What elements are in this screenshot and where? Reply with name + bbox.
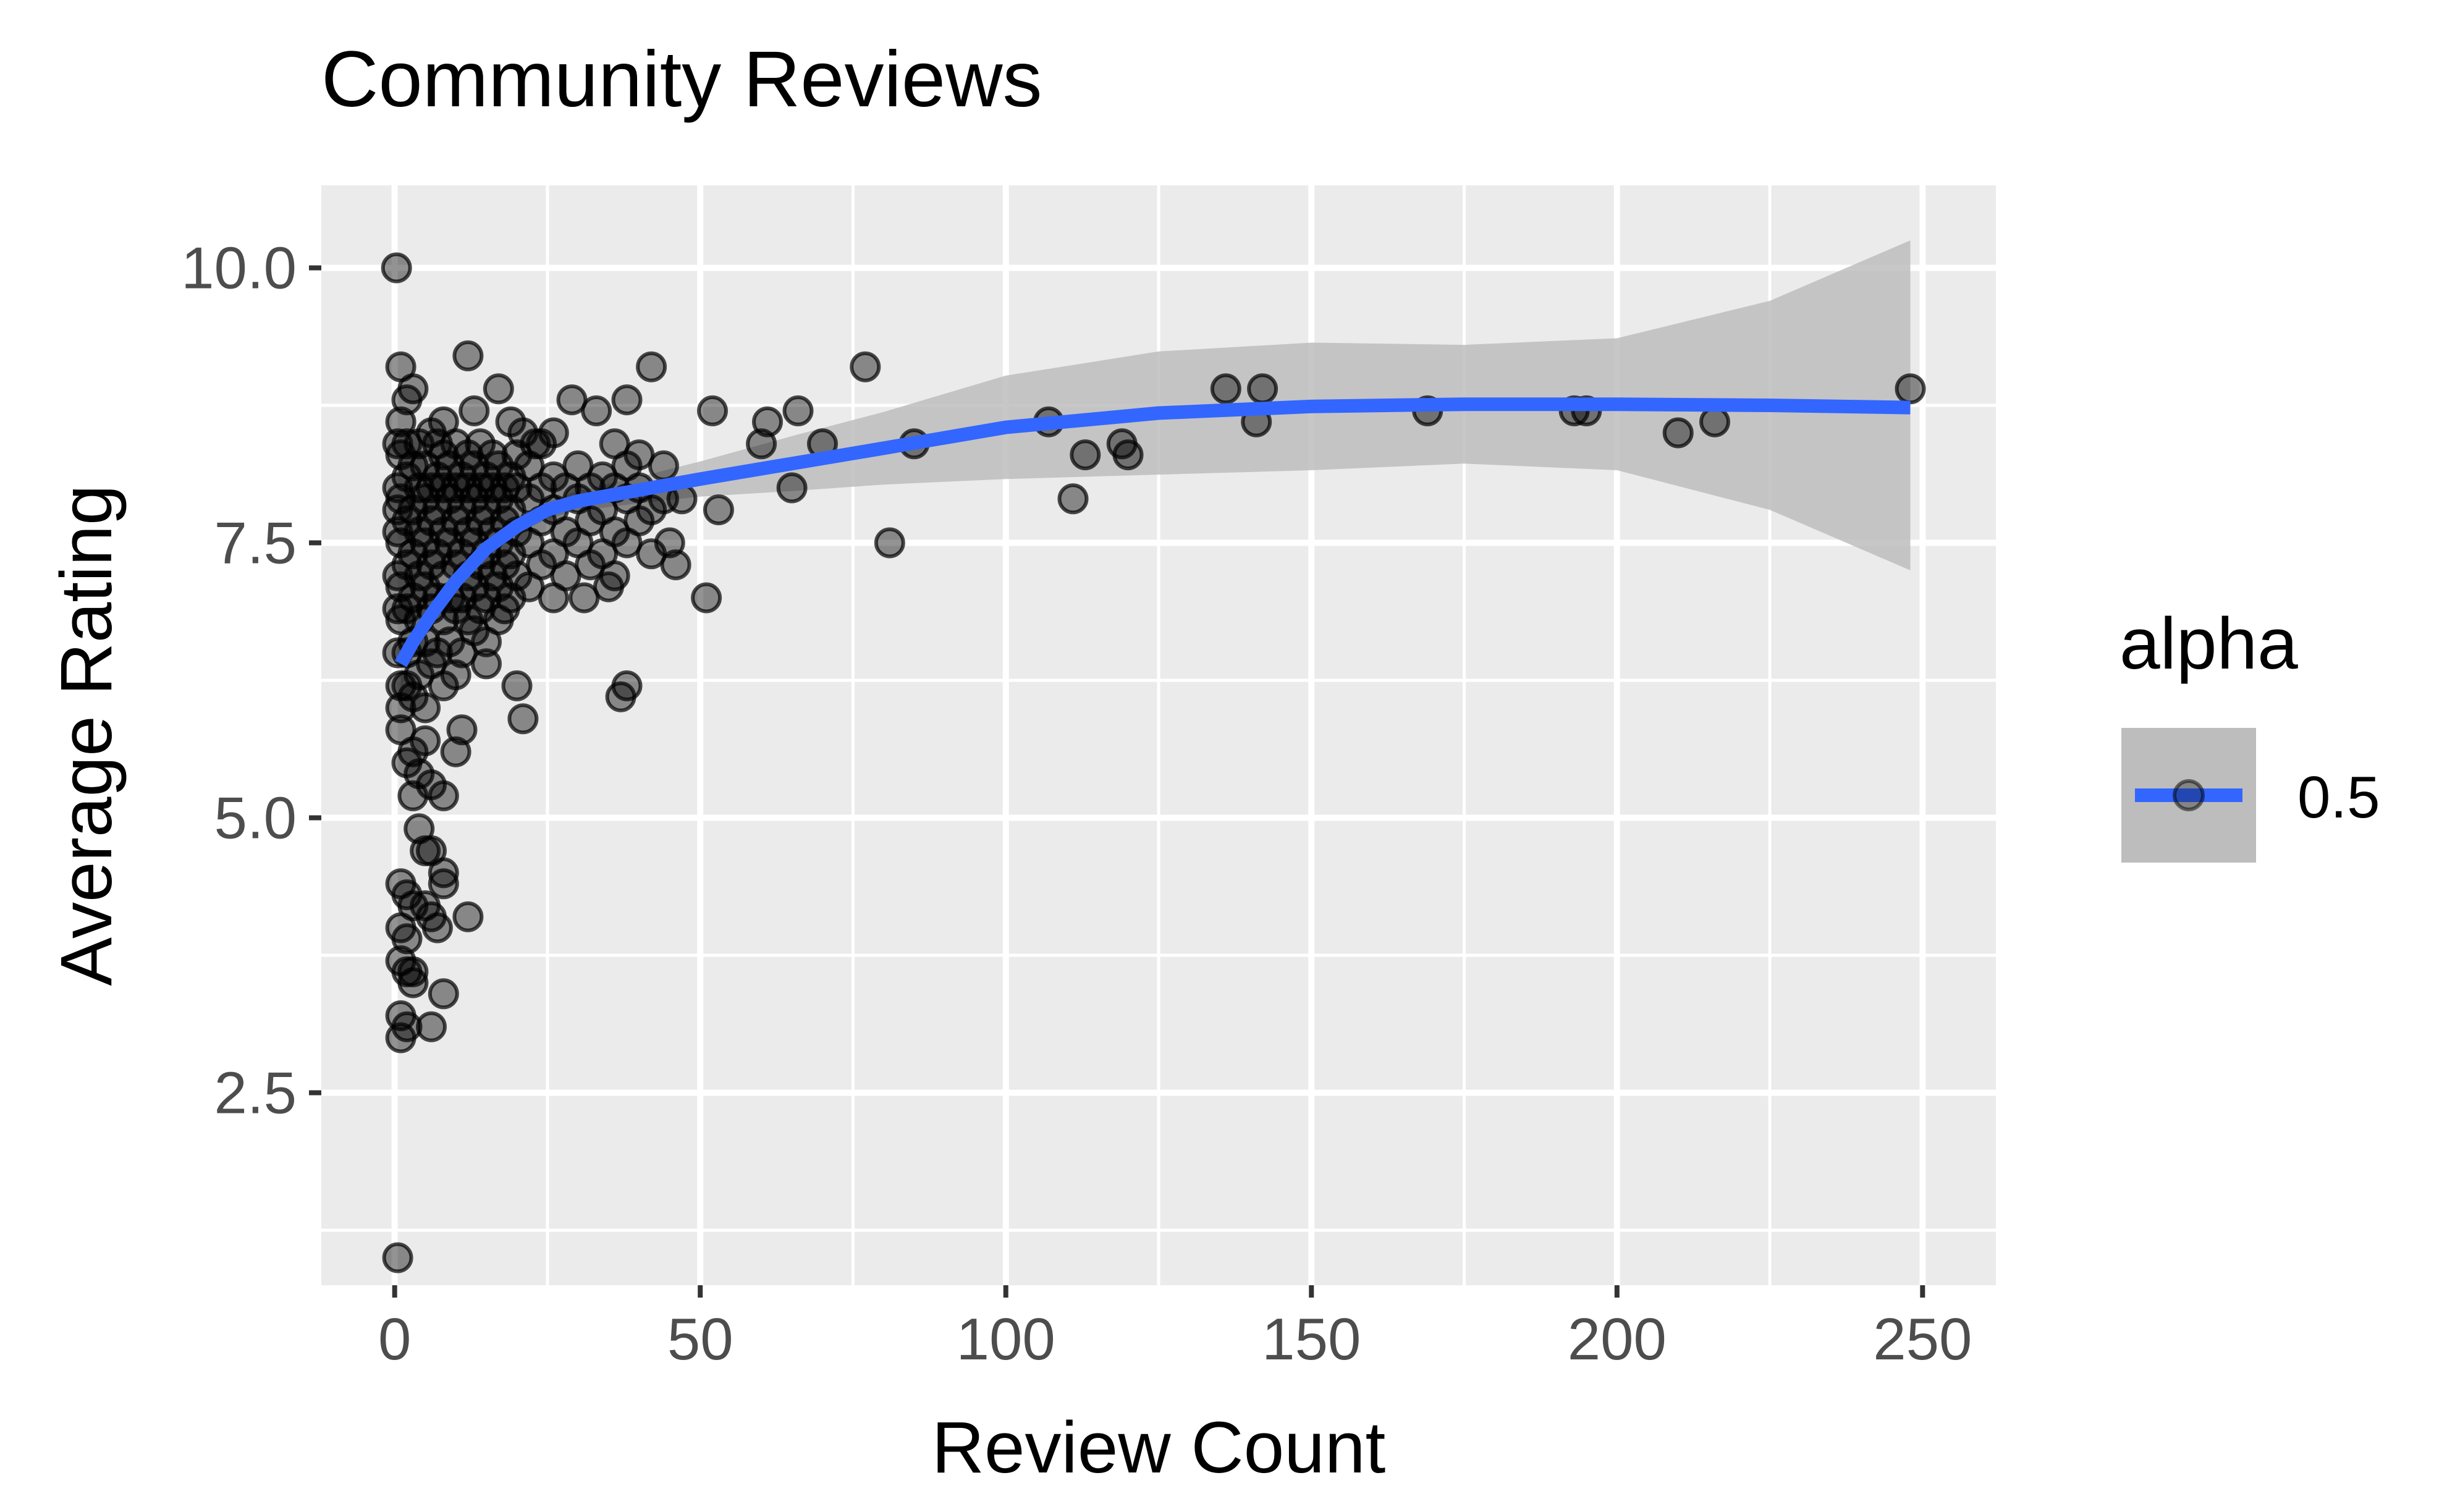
data-point-16 <box>636 351 667 382</box>
smooth-line <box>394 397 1911 667</box>
data-point-72 <box>421 912 453 944</box>
data-point-14 <box>581 395 612 426</box>
data-point-0 <box>381 252 412 284</box>
data-point-50 <box>568 582 600 614</box>
y-tick-label-0: 2.5 <box>214 1060 297 1126</box>
data-point-32 <box>874 527 905 559</box>
data-point-23 <box>691 582 722 614</box>
data-point-53 <box>507 703 539 735</box>
legend-entry-label: 0.5 <box>2297 764 2380 830</box>
data-point-56 <box>446 714 478 746</box>
data-point-127 <box>410 692 441 724</box>
data-point-217 <box>550 560 581 591</box>
smooth-line-layer <box>394 397 1911 667</box>
axes: 0 50 100 150 200 250 2.5 5.0 7.5 10.0 <box>181 235 1972 1373</box>
y-tick-label-1: 5.0 <box>214 785 297 851</box>
data-point-229 <box>599 560 630 591</box>
data-point-47 <box>1895 373 1926 405</box>
data-point-4 <box>397 373 429 405</box>
data-point-25 <box>697 395 728 426</box>
data-point-86 <box>410 725 441 756</box>
x-tick-label-5: 250 <box>1873 1306 1972 1372</box>
x-tick-label-3: 150 <box>1262 1306 1361 1372</box>
data-point-210 <box>526 428 557 460</box>
chart-title: Community Reviews <box>321 35 1042 124</box>
data-point-39 <box>1210 373 1241 405</box>
data-point-28 <box>782 395 814 426</box>
data-point-35 <box>1057 483 1089 515</box>
data-point-30 <box>776 472 808 504</box>
legend-title: alpha <box>2119 603 2298 685</box>
data-point-36 <box>1070 439 1101 471</box>
x-tick-label-0: 0 <box>378 1306 411 1372</box>
legend: alpha 0.5 <box>2119 603 2380 863</box>
x-axis-label: Review Count <box>932 1407 1386 1489</box>
data-point-41 <box>1247 373 1278 405</box>
data-point-19 <box>648 450 679 481</box>
data-point-69 <box>428 868 459 900</box>
data-point-71 <box>452 901 484 932</box>
data-point-27 <box>752 406 783 437</box>
data-point-76 <box>397 967 429 999</box>
data-point-8 <box>459 395 490 426</box>
x-tick-label-1: 50 <box>667 1306 733 1372</box>
data-point-6 <box>452 340 484 371</box>
data-point-52 <box>501 670 533 701</box>
confidence-ribbon <box>400 240 1911 691</box>
data-point-80 <box>385 1022 416 1054</box>
data-point-236 <box>636 538 667 570</box>
y-tick-label-3: 10.0 <box>181 235 297 302</box>
data-point-70 <box>428 857 459 889</box>
y-axis-label: Average Rating <box>46 484 127 986</box>
data-point-1 <box>382 1242 413 1273</box>
data-point-87 <box>397 780 429 811</box>
data-point-45 <box>1662 417 1694 449</box>
confidence-band <box>400 240 1911 691</box>
data-point-81 <box>416 1011 447 1042</box>
legend-point-swatch <box>2173 779 2205 811</box>
data-point-49 <box>611 670 643 701</box>
data-point-13 <box>556 384 588 416</box>
data-point-7 <box>483 373 514 405</box>
data-point-75 <box>397 956 429 987</box>
data-point-38 <box>1112 439 1144 471</box>
data-point-46 <box>1699 406 1730 437</box>
data-point-24 <box>703 494 734 526</box>
data-point-31 <box>850 351 881 382</box>
x-tick-label-2: 100 <box>957 1306 1055 1372</box>
data-point-77 <box>428 978 459 1010</box>
x-tick-label-4: 200 <box>1568 1306 1667 1372</box>
y-tick-label-2: 7.5 <box>214 510 297 577</box>
data-point-15 <box>611 384 643 416</box>
